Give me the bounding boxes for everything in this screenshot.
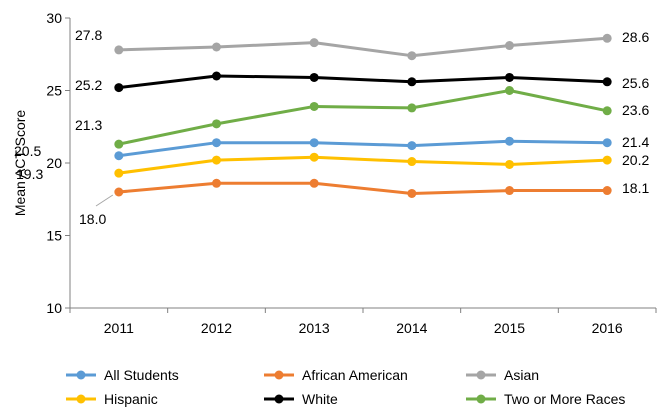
data-label-start: 19.3 (16, 166, 43, 182)
data-point (602, 138, 612, 148)
data-point (407, 103, 417, 113)
data-label-end: 20.2 (622, 152, 649, 168)
legend-label: All Students (104, 367, 179, 383)
data-point (309, 38, 319, 48)
legend-swatch-marker (274, 370, 284, 380)
data-point (407, 157, 417, 167)
legend-swatch-marker (476, 394, 486, 404)
data-label-end: 23.6 (622, 102, 649, 118)
data-point (114, 45, 124, 55)
data-point (212, 71, 221, 81)
series-line (118, 181, 608, 195)
legend-label: African American (302, 367, 408, 383)
data-point (505, 186, 514, 196)
data-point (212, 178, 221, 188)
data-point (407, 51, 417, 61)
label-leader-line (95, 194, 114, 207)
data-point (505, 41, 514, 51)
data-label-start: 20.5 (14, 143, 41, 159)
data-point (114, 139, 124, 149)
data-label-start: 25.2 (75, 77, 102, 93)
legend-label: Asian (504, 367, 539, 383)
legend-item: Asian (466, 367, 539, 383)
data-point (114, 168, 124, 178)
data-point (602, 106, 612, 116)
data-label-start: 18.0 (79, 211, 106, 227)
legend-swatch-marker (76, 370, 86, 380)
legend-item: Hispanic (66, 391, 158, 407)
y-tick-label: 25 (46, 83, 62, 99)
legend-swatch-marker (76, 394, 86, 404)
series-lines (114, 33, 612, 198)
legend-item: All Students (66, 367, 179, 383)
data-point (309, 152, 319, 162)
data-point (602, 33, 612, 43)
data-point (505, 136, 514, 146)
data-point (505, 159, 514, 169)
legend-item: White (264, 391, 338, 407)
data-point (309, 178, 319, 188)
series-line (118, 155, 608, 175)
x-tick-label: 2011 (104, 320, 134, 336)
data-label-end: 21.4 (622, 134, 649, 150)
y-tick-label: 10 (46, 300, 62, 316)
data-point (212, 119, 221, 129)
y-tick-label: 30 (46, 10, 62, 26)
data-point (602, 77, 612, 87)
data-point (407, 141, 417, 151)
legend-item: African American (264, 367, 408, 383)
data-label-start: 27.8 (75, 27, 102, 43)
data-point (212, 155, 221, 165)
x-tick-label: 2015 (494, 320, 525, 336)
x-tick-label: 2014 (396, 320, 427, 336)
y-axis-title: Mean ACT Score (12, 110, 28, 217)
x-tick-label: 2012 (201, 320, 232, 336)
data-point (114, 83, 124, 93)
data-label-end: 25.6 (622, 75, 649, 91)
axes: 10 15 20 25 30 2011 2012 2013 2014 2015 2016 Mean A… (12, 10, 657, 336)
data-labels: 20.5 21.4 18.0 18.1 27.8 28.6 19.3 20.2 25.2 25.6… (14, 27, 649, 227)
data-point (309, 138, 319, 148)
series-line (118, 74, 608, 90)
legend-label: Two or More Races (504, 391, 625, 407)
y-tick-label: 15 (46, 228, 62, 244)
series-line (118, 139, 608, 158)
data-point (212, 42, 221, 52)
legend: All Students African American Asian Hispani… (66, 367, 625, 407)
x-tick-label: 2016 (592, 320, 623, 336)
y-tick-label: 20 (46, 155, 62, 171)
legend-swatch-marker (476, 370, 486, 380)
legend-label: White (302, 391, 338, 407)
series-line (118, 89, 608, 146)
data-point (407, 77, 417, 87)
legend-swatch-marker (274, 394, 284, 404)
data-point (602, 186, 612, 196)
data-label-end: 18.1 (622, 180, 649, 196)
data-label-start: 21.3 (75, 117, 102, 133)
data-point (309, 72, 319, 82)
series-line (118, 36, 608, 58)
x-tick-label: 2013 (299, 320, 330, 336)
data-label-end: 28.6 (622, 29, 649, 45)
data-point (602, 155, 612, 165)
data-point (114, 151, 124, 161)
data-point (505, 72, 514, 82)
data-point (114, 187, 124, 197)
data-point (212, 138, 221, 148)
data-point (505, 86, 514, 95)
data-point (309, 101, 319, 111)
legend-item: Two or More Races (466, 391, 625, 407)
data-point (407, 188, 417, 198)
legend-label: Hispanic (104, 391, 158, 407)
